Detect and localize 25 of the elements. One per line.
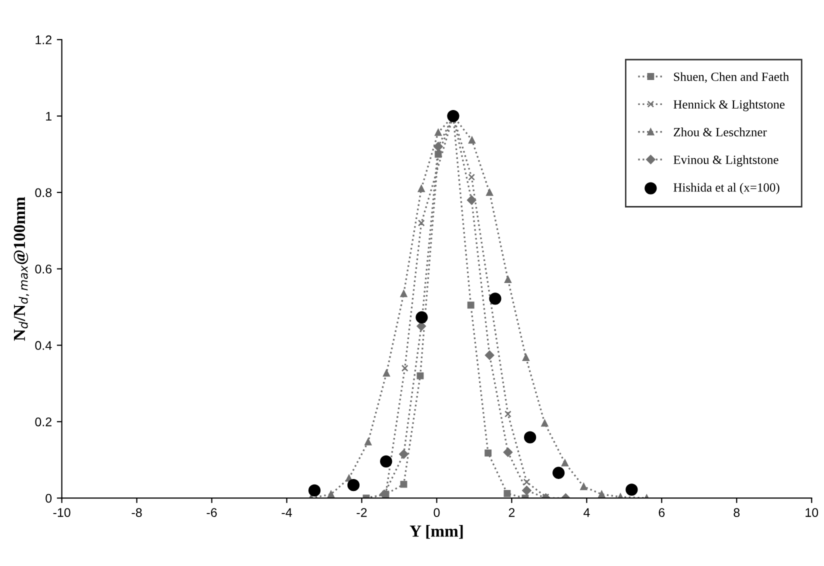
y-tick-label: 0.4 — [35, 341, 52, 350]
y-tick-label: 1.2 — [36, 35, 52, 44]
legend-label: Zhou & Leschzner — [674, 128, 767, 136]
legend-label: Hennick & Lightstone — [674, 100, 785, 112]
x-tick-label: 4 — [584, 508, 590, 517]
x-tick-label: -6 — [206, 508, 217, 517]
x-tick-label: -2 — [356, 508, 367, 517]
legend-label: Shuen, Chen and Faeth — [674, 72, 789, 83]
legend-label: Hishida et al (x=100) — [674, 182, 780, 194]
y-axis-title: N$_{d}$/N$_{d,max}$@100mm — [14, 196, 30, 341]
x-axis-title: Y [mm] — [410, 525, 463, 539]
y-tick-label: 0.6 — [35, 264, 52, 274]
y-tick-label: 0.8 — [35, 188, 52, 198]
y-tick-label: 0.2 — [35, 417, 52, 426]
x-tick-label: 6 — [658, 508, 665, 517]
x-tick-label: 10 — [806, 508, 818, 517]
x-tick-label: 0 — [434, 508, 440, 517]
legend-label: Evinou & Lightstone — [674, 155, 778, 167]
x-tick-label: -8 — [132, 508, 142, 517]
y-tick-label: 0 — [46, 494, 52, 503]
x-tick-label: -4 — [282, 508, 292, 517]
x-tick-label: 8 — [734, 508, 740, 517]
y-tick-label: 1 — [46, 112, 52, 121]
x-tick-label: -10 — [53, 508, 70, 517]
x-tick-label: 2 — [508, 508, 515, 517]
